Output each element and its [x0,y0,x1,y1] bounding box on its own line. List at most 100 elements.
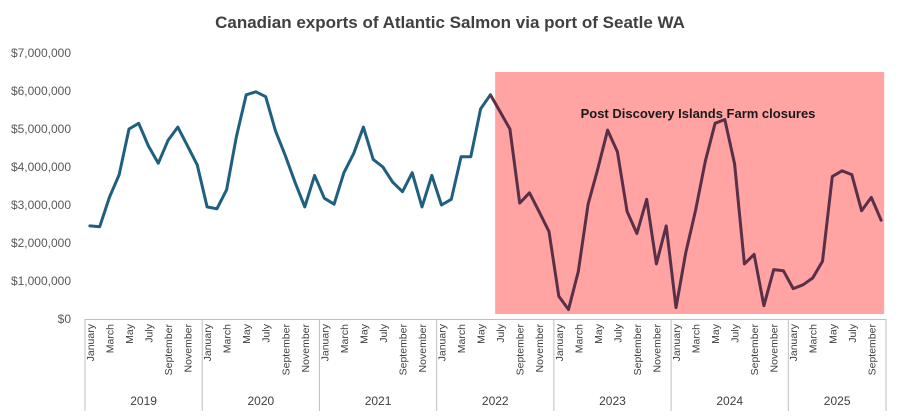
data-point [645,198,648,201]
y-tick-label: $0 [58,312,72,326]
x-month-tick-label: May [124,323,136,344]
x-month-tick-label: May [593,323,605,344]
data-point [440,203,443,207]
x-month-tick-label: May [358,323,370,344]
data-point [274,129,277,133]
data-point [137,122,140,125]
x-month-tick-label: May [827,323,839,344]
data-point [381,165,385,169]
x-month-tick-label: September [632,324,644,376]
data-point [850,173,854,176]
data-point [713,122,717,125]
x-month-tick-label: January [85,323,97,361]
data-point [332,203,336,206]
x-month-tick-label: September [397,324,409,376]
x-month-tick-label: March [104,324,116,353]
data-point [176,125,179,129]
data-point [411,171,414,174]
data-point [479,107,482,111]
data-point [596,167,600,171]
x-month-tick-label: July [847,323,859,342]
x-month-tick-label: November [417,323,429,372]
data-point [117,173,121,176]
data-point [762,304,766,307]
data-point [98,225,101,228]
y-axis: $0 $1,000,000 $2,000,000 $3,000,000 $4,000,0… [11,46,71,326]
data-point [127,127,131,131]
x-month-tick-label: July [378,323,390,342]
x-month-tick-label: September [280,324,292,376]
data-point [362,125,365,129]
x-month-tick-label: November [769,323,781,372]
data-point [840,169,844,172]
data-point [733,162,736,166]
data-point [870,196,873,199]
data-point [772,268,775,271]
post-closure-highlight-band [495,72,885,314]
x-month-tick-label: September [866,324,878,376]
data-point [225,188,228,191]
data-point [694,209,697,212]
x-year-tick-label: 2021 [365,394,392,408]
y-tick-label: $7,000,000 [11,46,71,60]
data-point [801,283,805,286]
data-point [782,269,785,272]
data-point [303,205,306,209]
x-month-tick-label: March [808,324,820,353]
data-point [244,93,248,97]
x-month-tick-label: March [339,324,351,353]
data-point [430,174,433,177]
series-lines [88,90,883,311]
data-point [528,191,531,195]
x-month-tick-label: November [300,323,312,372]
x-month-tick-label: January [437,323,449,361]
series-line-pre-closure [88,90,492,229]
data-point [743,262,746,266]
x-year-tick-label: 2025 [824,394,851,408]
data-point [821,260,824,263]
data-point [547,230,551,233]
x-month-tick-label: November [651,323,663,372]
data-point [625,210,629,213]
data-point [166,139,170,142]
x-month-tick-label: September [163,324,175,376]
data-point [508,127,512,131]
x-year-tick-label: 2020 [247,394,274,408]
data-point [186,144,189,148]
x-month-tick-label: March [456,324,468,353]
y-tick-label: $3,000,000 [11,198,71,212]
x-month-tick-label: November [183,323,195,372]
data-point [557,295,560,298]
x-year-tick-label: 2019 [130,394,157,408]
data-point [420,205,424,209]
x-month-tick-label: November [534,323,546,372]
data-point [567,308,570,311]
data-point [323,196,326,200]
data-point [108,196,111,199]
data-point [831,175,834,178]
data-point [723,118,727,121]
x-month-tick-label: May [710,323,722,344]
data-point [205,205,209,209]
data-point [293,181,297,184]
x-month-tick-label: July [143,323,155,342]
data-point [450,198,453,201]
data-point [811,276,814,280]
y-tick-label: $6,000,000 [11,84,71,98]
y-tick-label: $2,000,000 [11,236,71,250]
data-point [254,90,258,93]
x-year-tick-label: 2023 [599,394,626,408]
x-month-tick-label: January [319,323,331,361]
data-point [342,171,346,174]
data-point [665,224,668,228]
x-month-tick-label: July [495,323,507,342]
x-month-tick-label: January [671,323,683,361]
data-point [616,150,619,153]
x-month-tick-label: May [241,323,253,344]
data-point [704,160,707,163]
x-year-tick-label: 2022 [482,394,509,408]
data-point [606,128,609,132]
data-point [264,95,267,98]
